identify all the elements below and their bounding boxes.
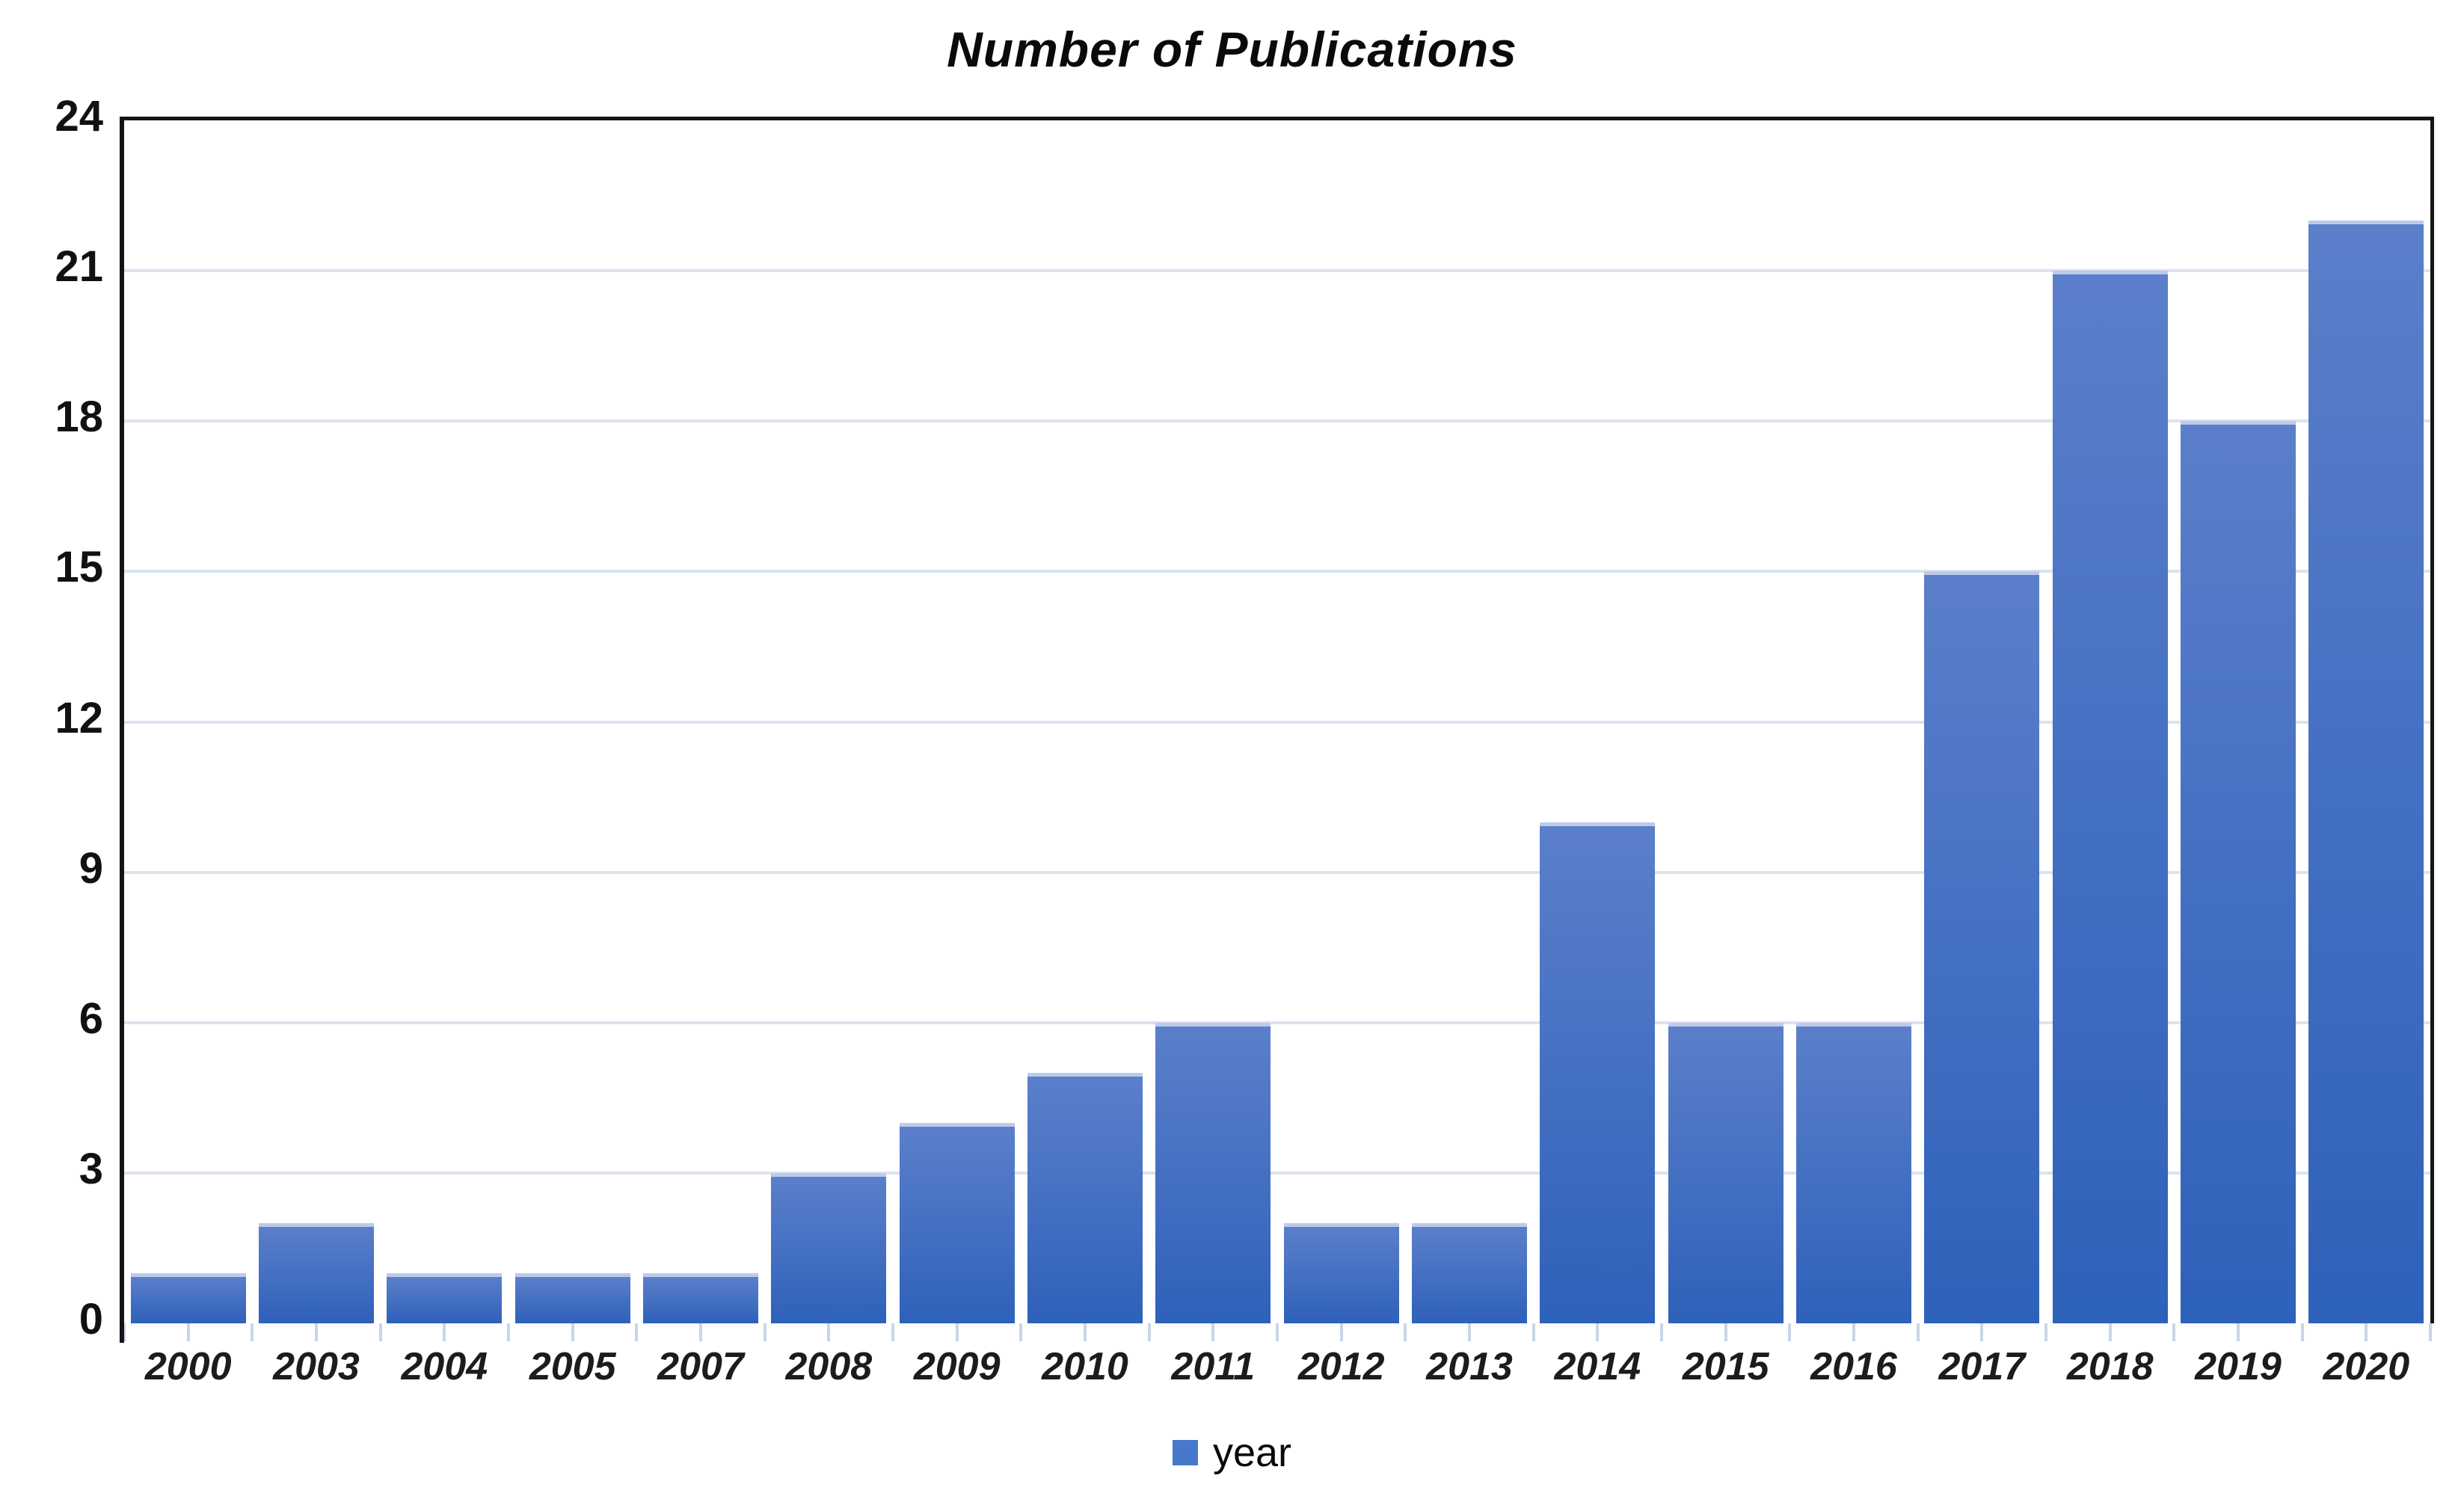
bar-2013 — [1411, 1222, 1528, 1323]
axis-tick — [1147, 1323, 1151, 1341]
x-tick-label-2017: 2017 — [1938, 1345, 2026, 1388]
x-tick-label-2018: 2018 — [2066, 1345, 2154, 1388]
x-tick-label-2004: 2004 — [401, 1345, 488, 1388]
axis-tick — [763, 1323, 766, 1341]
axis-tick — [378, 1323, 382, 1341]
axis-tick — [1019, 1323, 1023, 1341]
plot-area — [120, 117, 2434, 1323]
axis-tick — [2429, 1323, 2432, 1341]
bar-2009 — [899, 1122, 1015, 1323]
x-tick-label-2016: 2016 — [1810, 1345, 1897, 1388]
x-tick-label-2020: 2020 — [2323, 1345, 2410, 1388]
bar-2017 — [1924, 571, 2040, 1323]
y-tick-label-24: 24 — [55, 92, 103, 141]
x-tick-label-2019: 2019 — [2195, 1345, 2282, 1388]
y-tick-label-3: 3 — [79, 1144, 103, 1193]
legend-label: year — [1212, 1430, 1292, 1475]
axis-tick — [2172, 1323, 2176, 1341]
axis-tick — [891, 1323, 894, 1341]
bar-2007 — [642, 1272, 759, 1323]
bar-2005 — [514, 1272, 630, 1323]
axis-tick — [2300, 1323, 2304, 1341]
axis-tick — [251, 1323, 254, 1341]
axis-tick — [2108, 1323, 2112, 1341]
axis-tick — [443, 1323, 446, 1341]
bar-2014 — [1540, 822, 1656, 1323]
axis-tick — [1660, 1323, 1663, 1341]
axis-tick — [2365, 1323, 2368, 1341]
chart-title: Number of Publications — [947, 22, 1517, 77]
x-tick-label-2014: 2014 — [1554, 1345, 1641, 1388]
gridline-6 — [124, 1021, 2430, 1024]
axis-tick — [1596, 1323, 1600, 1341]
y-tick-label-0: 0 — [79, 1295, 103, 1344]
axis-tick — [1980, 1323, 1984, 1341]
gridline-9 — [124, 870, 2430, 874]
axis-tick — [1276, 1323, 1279, 1341]
x-tick-label-2010: 2010 — [1042, 1345, 1128, 1388]
bar-2016 — [1795, 1022, 1912, 1323]
axis-tick — [1852, 1323, 1855, 1341]
axis-tick — [1916, 1323, 1920, 1341]
axis-tick — [1788, 1323, 1792, 1341]
axis-tick — [1084, 1323, 1087, 1341]
x-tick-label-2005: 2005 — [529, 1345, 616, 1388]
bar-2004 — [387, 1272, 503, 1323]
axis-tick — [507, 1323, 510, 1341]
y-axis-stub — [120, 1323, 124, 1343]
gridline-15 — [124, 570, 2430, 573]
bar-2010 — [1027, 1072, 1143, 1323]
y-tick-label-9: 9 — [79, 843, 103, 893]
axis-tick — [635, 1323, 639, 1341]
x-tick-label-2003: 2003 — [273, 1345, 360, 1388]
bar-2012 — [1283, 1222, 1399, 1323]
gridline-18 — [124, 419, 2430, 423]
axis-tick — [123, 1323, 126, 1341]
axis-tick — [2044, 1323, 2047, 1341]
axis-tick — [1211, 1323, 1215, 1341]
y-tick-label-18: 18 — [55, 393, 103, 442]
gridline-3 — [124, 1171, 2430, 1175]
bar-2020 — [2308, 221, 2424, 1323]
x-tick-label-2015: 2015 — [1682, 1345, 1769, 1388]
axis-tick — [2237, 1323, 2240, 1341]
y-tick-label-15: 15 — [55, 543, 103, 592]
axis-tick — [1404, 1323, 1407, 1341]
axis-tick — [827, 1323, 831, 1341]
y-tick-label-12: 12 — [55, 693, 103, 742]
x-tick-label-2007: 2007 — [657, 1345, 744, 1388]
legend: year — [0, 1430, 2464, 1476]
axis-tick — [186, 1323, 190, 1341]
bar-2019 — [2180, 421, 2296, 1323]
y-tick-label-21: 21 — [55, 242, 103, 292]
axis-tick — [315, 1323, 318, 1341]
bar-2018 — [2052, 271, 2168, 1323]
legend-marker-icon — [1172, 1440, 1198, 1465]
x-tick-label-2011: 2011 — [1171, 1345, 1256, 1388]
axis-tick — [955, 1323, 959, 1341]
x-tick-label-2013: 2013 — [1426, 1345, 1513, 1388]
axis-tick — [1531, 1323, 1535, 1341]
x-tick-label-2000: 2000 — [144, 1345, 232, 1388]
x-tick-label-2009: 2009 — [913, 1345, 1001, 1388]
x-tick-label-2008: 2008 — [785, 1345, 873, 1388]
axis-tick — [1468, 1323, 1471, 1341]
x-tick-label-2012: 2012 — [1297, 1345, 1385, 1388]
gridline-12 — [124, 720, 2430, 724]
axis-tick — [571, 1323, 574, 1341]
bar-2000 — [130, 1272, 246, 1323]
bar-2011 — [1155, 1022, 1271, 1323]
axis-tick — [699, 1323, 702, 1341]
y-tick-label-6: 6 — [79, 994, 103, 1043]
bar-2008 — [771, 1172, 887, 1323]
bar-2003 — [258, 1222, 375, 1323]
axis-tick — [1339, 1323, 1343, 1341]
axis-tick — [1724, 1323, 1727, 1341]
bar-2015 — [1668, 1022, 1784, 1323]
gridline-21 — [124, 269, 2430, 273]
